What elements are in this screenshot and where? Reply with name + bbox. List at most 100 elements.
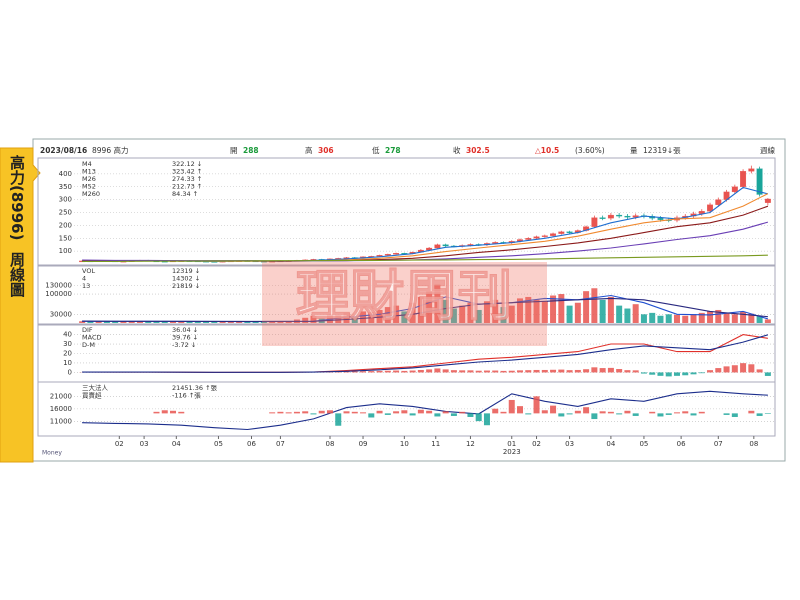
bar	[698, 312, 705, 323]
bar	[508, 370, 515, 373]
legend-value: 21819 ↓	[172, 282, 200, 290]
bar	[326, 410, 333, 414]
bar	[591, 413, 598, 420]
header-label: 收	[453, 145, 461, 155]
bar	[657, 315, 664, 323]
bar	[492, 370, 499, 373]
bar	[285, 320, 292, 323]
y-tick-label: 21000	[50, 392, 72, 400]
y-tick-label: 300	[59, 196, 72, 204]
x-tick-label: 08	[749, 440, 758, 448]
legend-name: DIF	[82, 326, 93, 334]
bar	[467, 370, 474, 373]
bar	[698, 411, 705, 414]
bar	[740, 363, 747, 373]
header-stock: 8996 高力	[92, 145, 128, 155]
y-tick-label: 20	[63, 350, 72, 358]
bar	[756, 369, 763, 373]
x-tick-label: 07	[276, 440, 285, 448]
bar	[434, 283, 441, 323]
bar	[640, 314, 647, 323]
bar	[310, 413, 317, 415]
bar	[203, 321, 210, 323]
bar	[599, 411, 606, 414]
bar	[525, 370, 532, 373]
legend-value: -3.72 ↓	[172, 341, 196, 349]
bar	[384, 370, 391, 373]
legend-value: 212.73 ↑	[172, 183, 202, 191]
header-change: △10.5	[535, 146, 559, 155]
bar	[368, 371, 375, 373]
bar	[665, 413, 672, 415]
bar	[227, 321, 234, 323]
bar	[591, 367, 598, 373]
bar	[500, 411, 507, 414]
x-tick-label: 10	[400, 440, 409, 448]
tab-subtitle: 周線圖	[8, 252, 26, 298]
y-tick-label: 100	[59, 247, 72, 255]
bar	[566, 413, 573, 415]
legend-name: D-M	[82, 341, 95, 349]
bar	[136, 320, 143, 323]
bar	[442, 411, 449, 414]
candle-body	[616, 214, 623, 217]
bar	[417, 409, 424, 414]
candle-body	[591, 217, 598, 227]
bar	[335, 413, 342, 426]
x-tick-label: 12	[466, 440, 475, 448]
x-tick-label: 02	[115, 440, 124, 448]
bar	[748, 410, 755, 414]
x-tick-label: 05	[639, 440, 648, 448]
bar	[153, 321, 160, 323]
bar	[690, 314, 697, 323]
candle-body	[740, 171, 747, 187]
line	[82, 334, 769, 373]
bar	[269, 321, 276, 323]
bar	[550, 405, 557, 414]
bar	[756, 315, 763, 323]
bar	[360, 412, 367, 414]
bar	[682, 372, 689, 376]
logo: Money	[42, 450, 62, 457]
bar	[351, 316, 358, 323]
bar	[343, 411, 350, 414]
bar	[376, 410, 383, 414]
legend-name: M13	[82, 168, 96, 176]
y-tick-label: 30	[63, 340, 72, 348]
bar	[723, 312, 730, 323]
bar	[483, 370, 490, 373]
legend-value: 274.33 ↑	[172, 175, 202, 183]
header-label: 量	[630, 146, 638, 155]
x-tick-label: 09	[359, 440, 368, 448]
bar	[525, 296, 532, 323]
x-tick-label: 08	[326, 440, 335, 448]
legend-value: 322.12 ↓	[172, 160, 202, 168]
candle-body	[442, 244, 449, 247]
candle-body	[393, 253, 400, 255]
bar	[541, 410, 548, 414]
header-value: 306	[318, 146, 334, 155]
y-tick-label: 16000	[50, 405, 72, 413]
candle-body	[541, 235, 548, 237]
x-tick-label: 03	[565, 440, 574, 448]
candle-body	[525, 238, 532, 240]
bar	[616, 369, 623, 373]
header-value: 302.5	[466, 146, 490, 155]
bar	[145, 321, 152, 323]
bar	[450, 370, 457, 373]
legend-name: 買賣超	[82, 391, 102, 400]
bar	[649, 411, 656, 414]
bar	[764, 372, 771, 376]
bar	[723, 366, 730, 373]
bar	[566, 305, 573, 323]
bar	[459, 305, 466, 323]
candle-body	[607, 214, 614, 219]
legend-value: 323.42 ↑	[172, 168, 202, 176]
x-sublabel: 2023	[503, 448, 521, 456]
bar	[244, 321, 251, 323]
bar	[533, 369, 540, 373]
bar	[417, 369, 424, 373]
bar	[616, 305, 623, 323]
bar	[112, 321, 119, 323]
